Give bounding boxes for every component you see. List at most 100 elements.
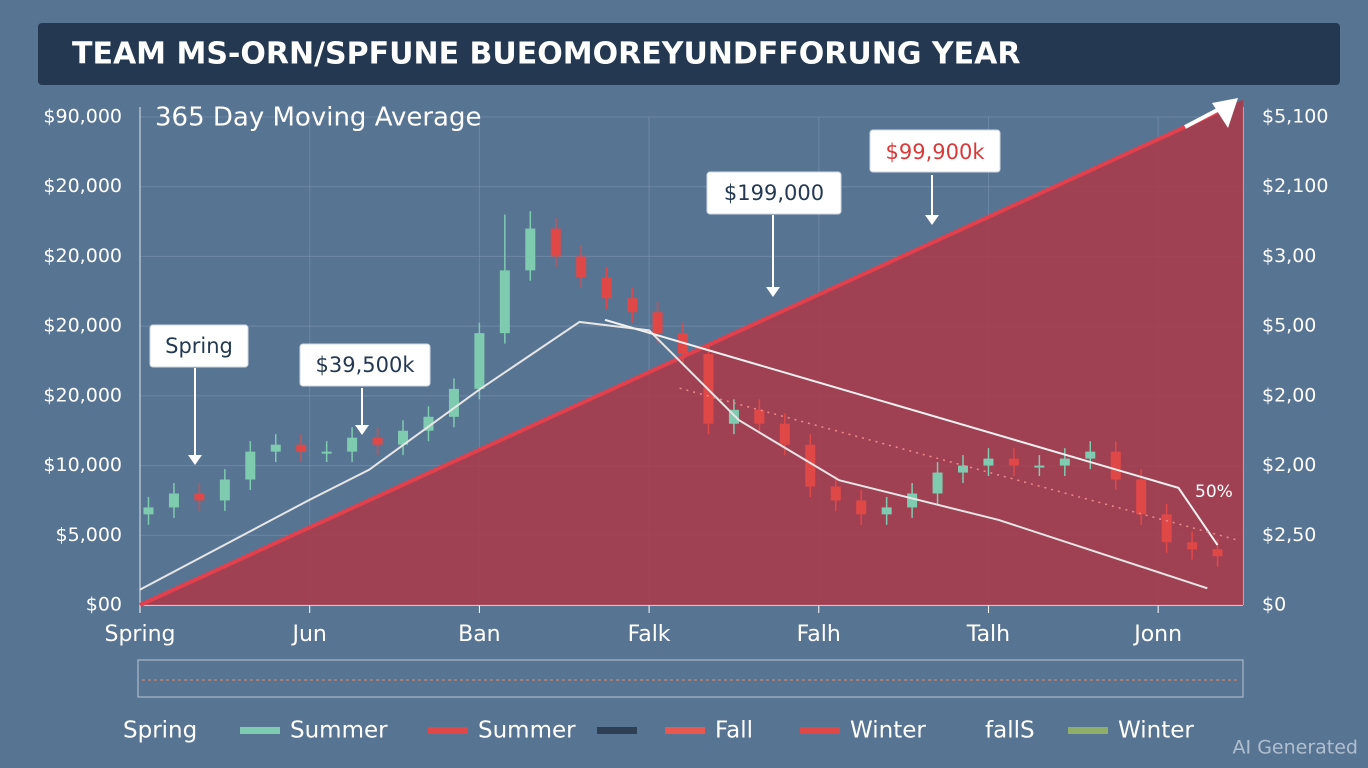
legend-swatch (428, 727, 468, 734)
y-tick-label: $00 (86, 594, 122, 616)
candle-body (296, 444, 307, 452)
candle-body (881, 507, 892, 515)
y2-tick-label: $3,00 (1262, 245, 1316, 267)
legend-label: Summer (290, 718, 388, 744)
legend-swatch (800, 727, 840, 734)
candle-body (779, 423, 790, 445)
y2-tick-label: $0 (1262, 594, 1286, 616)
subtitle: 365 Day Moving Average (155, 103, 481, 133)
x-tick-label: Talh (966, 622, 1010, 647)
annotation-arrowhead (355, 425, 369, 435)
annotation: $199,000 (724, 181, 824, 205)
title-bar (38, 23, 1340, 85)
candle-body (1161, 514, 1172, 543)
candle-body (728, 409, 739, 424)
candle-body (932, 472, 943, 494)
annotation-box (869, 129, 1001, 173)
candle-body (550, 228, 561, 257)
legend-swatch (1068, 727, 1108, 734)
legend-swatch (665, 727, 705, 734)
watermark: AI Generated (1233, 737, 1358, 759)
candle-body (830, 486, 841, 501)
annotation: $99,900k (885, 140, 985, 164)
y2-tick-label: $5,00 (1262, 315, 1316, 337)
x-tick-label: Falk (628, 622, 671, 647)
candle-body (1187, 542, 1198, 550)
candle-body (219, 479, 230, 501)
trend-line (139, 107, 1224, 607)
annotation-arrowhead (925, 215, 939, 225)
candle-body (1085, 451, 1096, 459)
legend-label: Fall (715, 718, 753, 744)
candle-body (652, 312, 663, 334)
candle-body (601, 277, 612, 299)
legend-label: Winter (1118, 718, 1194, 744)
candle-body (1034, 465, 1045, 468)
candle-body (805, 444, 816, 487)
candle-body (1110, 451, 1121, 480)
chart-title: TEAM MS-ORN/SPFUNE BUEOMOREYUNDFFORUNG Y… (72, 37, 1020, 72)
candle-body (754, 409, 765, 424)
range-box (137, 659, 1244, 698)
annotation-box (149, 324, 249, 368)
x-tick-label: Spring (105, 622, 176, 647)
candle-body (983, 458, 994, 466)
legend-swatch (240, 727, 280, 734)
trend-arrowhead (1212, 98, 1238, 128)
y2-tick-label: $5,100 (1262, 106, 1328, 128)
candle-body (1212, 549, 1223, 557)
line-series (604, 318, 1219, 546)
line-series (139, 320, 1208, 591)
candle-body (958, 465, 969, 473)
candle-body (856, 500, 867, 515)
candle-body (194, 493, 205, 501)
legend-label: Spring (123, 718, 197, 744)
annotation-arrowhead (188, 455, 202, 465)
candle-body (143, 507, 154, 515)
candle-body (525, 228, 536, 271)
y2-tick-label: $2,00 (1262, 384, 1316, 406)
annotation-box (706, 171, 842, 215)
candle-body (321, 451, 332, 454)
x-tick-label: Jonn (1132, 622, 1182, 647)
candle-body (499, 270, 510, 334)
legend-label: fallS (985, 718, 1035, 744)
annotation: $39,500k (315, 353, 415, 377)
candle-body (1059, 458, 1070, 466)
candle-body (474, 333, 485, 389)
x-tick-label: Ban (458, 622, 501, 647)
candle-body (270, 444, 281, 452)
annotation: Spring (165, 334, 233, 358)
annotation-box (299, 343, 431, 387)
y2-tick-label: $2,00 (1262, 454, 1316, 476)
candle-body (1008, 458, 1019, 466)
y2-tick-label: $2,50 (1262, 524, 1316, 546)
candle-body (423, 416, 434, 431)
annotation: 50% (1195, 482, 1233, 502)
legend-swatch (597, 727, 637, 734)
x-tick-label: Falh (797, 622, 841, 647)
candle-body (448, 388, 459, 417)
candle-body (347, 437, 358, 452)
candle-body (907, 493, 918, 508)
candle-body (627, 298, 638, 313)
x-tick-label: Jun (291, 622, 327, 647)
annotation-arrowhead (766, 287, 780, 297)
candle-body (1136, 479, 1147, 515)
candle-body (372, 437, 383, 445)
y-tick-label: $5,000 (56, 524, 122, 546)
candle-body (576, 256, 587, 278)
y-tick-label: $20,000 (43, 315, 122, 337)
legend-label: Winter (850, 718, 926, 744)
y2-tick-label: $2,100 (1262, 175, 1328, 197)
y-tick-label: $20,000 (43, 384, 122, 406)
y-tick-label: $20,000 (43, 245, 122, 267)
candle-body (245, 451, 256, 480)
legend-label: Summer (478, 718, 576, 744)
candle-body (168, 493, 179, 508)
y-tick-label: $90,000 (43, 106, 122, 128)
candle-body (398, 430, 409, 445)
y-tick-label: $20,000 (43, 175, 122, 197)
